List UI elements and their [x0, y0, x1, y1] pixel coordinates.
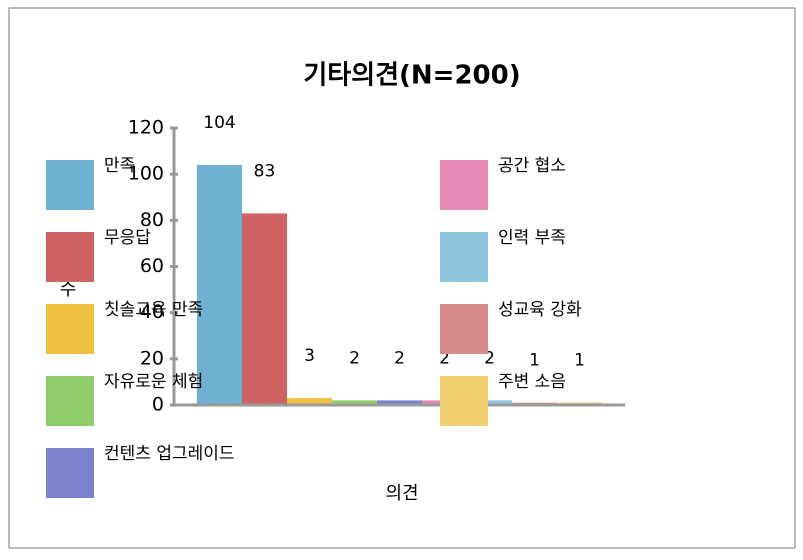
legend-swatch	[440, 232, 488, 282]
y-tick-label: 60	[140, 255, 164, 277]
y-tick-label: 80	[140, 209, 164, 231]
y-tick-label: 100	[128, 163, 164, 185]
legend-swatch	[46, 376, 94, 426]
value-label: 83	[254, 161, 276, 181]
legend-label: 컨텐츠 업그레이드	[104, 444, 235, 464]
legend-label: 자유로운 체험	[104, 372, 203, 392]
value-label: 2	[439, 348, 450, 368]
value-label: 1	[574, 351, 585, 371]
legend-swatch	[440, 376, 488, 426]
legend-label: 만족	[104, 156, 135, 176]
bar	[332, 400, 377, 405]
frame	[8, 7, 796, 549]
legend-swatch	[46, 448, 94, 498]
y-tick-label: 20	[140, 347, 164, 369]
value-label: 3	[304, 346, 315, 366]
legend-label: 성교육 강화	[498, 300, 582, 320]
value-label: 1	[529, 351, 540, 371]
legend-label: 인력 부족	[498, 228, 566, 248]
x-axis-label: 의견	[385, 483, 418, 504]
legend-swatch	[46, 232, 94, 282]
bar	[287, 398, 332, 405]
legend-label: 공간 협소	[498, 156, 566, 176]
y-tick-label: 40	[140, 301, 164, 323]
value-label: 2	[394, 348, 405, 368]
value-label: 2	[349, 348, 360, 368]
legend-swatch	[46, 304, 94, 354]
legend-label: 무응답	[104, 228, 151, 248]
bar	[377, 400, 422, 405]
legend-swatch	[440, 304, 488, 354]
value-label: 2	[484, 348, 495, 368]
chart-title: 기타의견(N=200)	[303, 61, 520, 91]
legend-label: 칫솔교육 만족	[104, 300, 203, 320]
value-label: 104	[203, 113, 235, 133]
legend-swatch	[440, 160, 488, 210]
y-tick-label: 120	[128, 117, 164, 139]
bar	[197, 164, 242, 405]
bar	[467, 400, 512, 405]
y-tick-label: 0	[152, 394, 164, 416]
legend-swatch	[46, 160, 94, 210]
legend-label: 주변 소음	[498, 372, 566, 392]
bar	[242, 213, 287, 405]
